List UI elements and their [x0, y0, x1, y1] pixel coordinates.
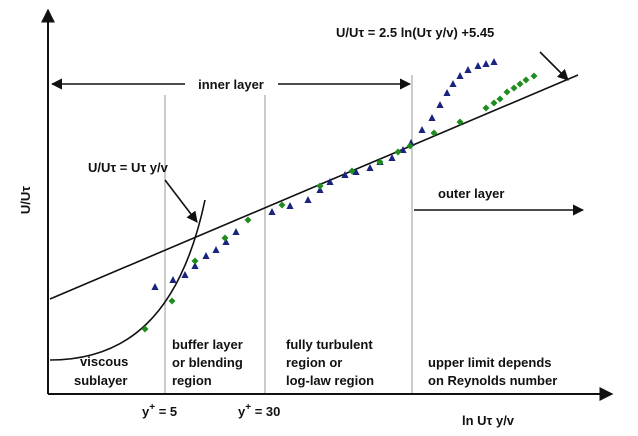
diamond-marker — [316, 182, 324, 190]
triangle-marker — [181, 271, 189, 278]
triangle-marker — [352, 168, 360, 175]
triangle-marker — [151, 283, 159, 290]
triangle-marker — [428, 114, 436, 121]
diamond-marker — [496, 95, 504, 103]
diamond-marker — [522, 76, 530, 84]
log-law-equation: U/Uτ = 2.5 ln(Uτ y/v) +5.45 — [336, 25, 494, 40]
triangle-marker — [436, 101, 444, 108]
diamond-marker — [278, 201, 286, 209]
inner-layer-label: inner layer — [198, 77, 264, 92]
triangle-marker — [304, 196, 312, 203]
triangle-marker — [418, 126, 426, 133]
diamond-marker — [430, 129, 438, 137]
triangle-marker — [464, 66, 472, 73]
diamond-marker — [503, 88, 511, 96]
triangle-marker — [169, 276, 177, 283]
triangle-marker — [482, 60, 490, 67]
x-axis-label: ln Uτ y/v — [462, 413, 515, 428]
triangle-marker — [286, 202, 294, 209]
linear-law-equation: U/Uτ = Uτ y/v — [88, 160, 169, 175]
diamond-marker — [376, 158, 384, 166]
region-buffer: buffer layer or blending region — [172, 337, 246, 388]
diamond-marker — [221, 234, 229, 242]
log-law-line — [49, 74, 579, 300]
triangle-marker — [232, 228, 240, 235]
region-outer: upper limit depends on Reynolds number — [428, 355, 557, 388]
diamond-marker — [490, 99, 498, 107]
linear-law-pointer — [164, 179, 198, 223]
triangle-marker — [366, 164, 374, 171]
diamond-marker — [348, 167, 356, 175]
triangle-marker — [474, 62, 482, 69]
diamond-marker — [510, 84, 518, 92]
diamond-marker — [168, 297, 176, 305]
triangle-marker — [326, 178, 334, 185]
triangle-marker — [212, 246, 220, 253]
y-axis-label: U/Uτ — [18, 186, 33, 214]
triangle-series — [151, 58, 498, 290]
yplus30-label: y+ = 30 — [238, 402, 280, 419]
diamond-marker — [406, 142, 414, 150]
triangle-marker — [443, 89, 451, 96]
diamond-marker — [191, 257, 199, 265]
diamond-marker — [456, 118, 464, 126]
diamond-marker — [482, 104, 490, 112]
log-law-pointer — [539, 51, 569, 81]
linear-law-curve — [49, 199, 206, 361]
yplus5-label: y+ = 5 — [142, 402, 177, 419]
triangle-marker — [222, 238, 230, 245]
diamond-marker — [244, 216, 252, 224]
triangle-marker — [399, 146, 407, 153]
diamond-marker — [530, 72, 538, 80]
triangle-marker — [449, 80, 457, 87]
diamond-marker — [516, 80, 524, 88]
triangle-marker — [191, 262, 199, 269]
outer-layer-label: outer layer — [438, 186, 504, 201]
triangle-marker — [268, 208, 276, 215]
triangle-marker — [490, 58, 498, 65]
triangle-marker — [456, 72, 464, 79]
triangle-marker — [341, 171, 349, 178]
diamond-series — [141, 72, 538, 333]
diamond-marker — [394, 148, 402, 156]
region-viscous: viscous sublayer — [74, 354, 132, 388]
triangle-marker — [202, 252, 210, 259]
diamond-marker — [141, 325, 149, 333]
triangle-marker — [388, 154, 396, 161]
region-log-law: fully turbulent region or log-law region — [286, 337, 376, 388]
